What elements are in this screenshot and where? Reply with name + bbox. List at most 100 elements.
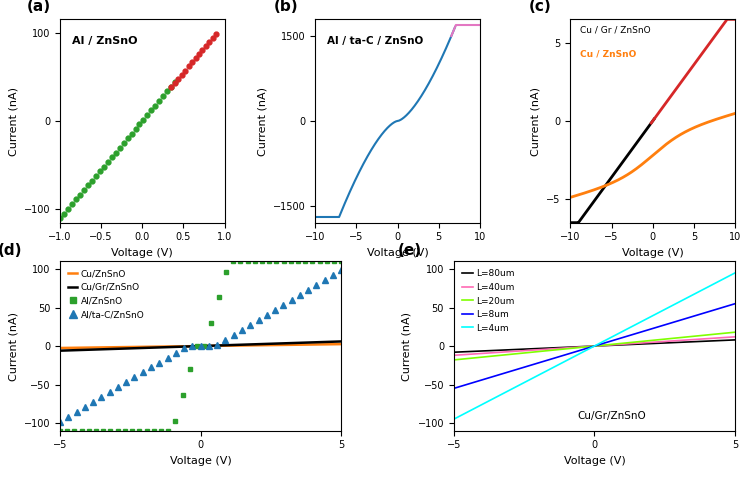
Line: L=4um: L=4um <box>454 273 735 419</box>
Cu/ZnSnO <box>337 341 346 347</box>
Al/ZnSnO <box>171 418 180 424</box>
Al/ta-C/ZnSnO <box>296 292 304 298</box>
L=40um <box>460 352 470 358</box>
X-axis label: Voltage (V): Voltage (V) <box>112 248 173 258</box>
Al/ZnSnO <box>251 258 260 264</box>
L=4um <box>449 416 458 422</box>
Al/ZnSnO <box>128 428 136 434</box>
Al/ZnSnO <box>193 343 202 349</box>
X-axis label: Voltage (V): Voltage (V) <box>563 456 626 466</box>
Al/ta-C/ZnSnO <box>171 349 180 355</box>
Y-axis label: Current (nA): Current (nA) <box>8 87 18 155</box>
Al/ZnSnO <box>106 428 115 434</box>
Y-axis label: Current (nA): Current (nA) <box>8 312 18 380</box>
Line: L=8um: L=8um <box>454 304 735 388</box>
Al/ZnSnO <box>272 258 280 264</box>
L=20um <box>502 352 511 358</box>
L=80um <box>449 349 458 355</box>
L=8um <box>502 370 511 376</box>
Legend: L=80um, L=40um, L=20um, L=8um, L=4um: L=80um, L=40um, L=20um, L=8um, L=4um <box>458 266 518 336</box>
L=80um <box>460 349 470 355</box>
Text: (b): (b) <box>274 0 298 14</box>
Al/ZnSnO <box>308 258 317 264</box>
Text: Al / ZnSnO: Al / ZnSnO <box>71 36 137 45</box>
Al/ta-C/ZnSnO <box>105 390 114 395</box>
L=8um <box>706 308 716 314</box>
Y-axis label: Current (nA): Current (nA) <box>531 87 541 155</box>
Text: (e): (e) <box>398 242 422 257</box>
Cu/Gr/ZnSnO <box>228 342 237 348</box>
Line: L=80um: L=80um <box>454 340 735 352</box>
Text: Al / ta-C / ZnSnO: Al / ta-C / ZnSnO <box>327 36 423 45</box>
Al/ta-C/ZnSnO <box>72 409 81 415</box>
Al/ta-C/ZnSnO <box>328 272 338 278</box>
Al/ta-C/ZnSnO <box>179 345 188 350</box>
Cu/ZnSnO <box>292 342 302 348</box>
L=4um <box>460 410 470 416</box>
L=20um <box>449 357 458 363</box>
Line: L=40um: L=40um <box>454 337 735 355</box>
L=20um <box>466 355 476 361</box>
Al/ta-C/ZnSnO <box>163 355 172 361</box>
Al/ZnSnO <box>157 428 166 434</box>
Al/ta-C/ZnSnO <box>304 287 313 293</box>
Al/ZnSnO <box>293 258 302 264</box>
L=8um <box>449 385 458 391</box>
Al/ta-C/ZnSnO <box>337 267 346 272</box>
Al/ZnSnO <box>322 258 332 264</box>
L=80um <box>466 348 476 354</box>
Al/ta-C/ZnSnO <box>122 379 130 385</box>
Al/ta-C/ZnSnO <box>188 343 196 349</box>
L=20um <box>524 349 533 355</box>
L=80um <box>524 346 533 352</box>
L=40um <box>524 348 533 353</box>
L=8um <box>466 380 476 386</box>
Al/ZnSnO <box>279 258 288 264</box>
Al/ZnSnO <box>236 258 244 264</box>
L=40um <box>730 334 740 340</box>
L=80um <box>706 338 716 344</box>
L=4um <box>716 277 725 283</box>
Cu/Gr/ZnSnO <box>292 340 302 346</box>
Text: (a): (a) <box>27 0 51 14</box>
Al/ZnSnO <box>56 428 64 434</box>
Al/ZnSnO <box>135 428 144 434</box>
Al/ZnSnO <box>185 366 194 372</box>
Al/ta-C/ZnSnO <box>113 384 122 390</box>
Al/ZnSnO <box>301 258 310 264</box>
Cu/ZnSnO <box>223 343 232 348</box>
Al/ta-C/ZnSnO <box>138 370 147 376</box>
Text: Cu/Gr/ZnSnO: Cu/Gr/ZnSnO <box>578 410 646 421</box>
Al/ZnSnO <box>84 428 93 434</box>
Al/ZnSnO <box>142 428 151 434</box>
L=8um <box>716 305 725 311</box>
Al/ZnSnO <box>265 258 274 264</box>
Al/ZnSnO <box>164 428 172 434</box>
Al/ZnSnO <box>207 320 216 326</box>
Al/ta-C/ZnSnO <box>80 405 89 410</box>
Line: Cu/Gr/ZnSnO: Cu/Gr/ZnSnO <box>60 341 341 351</box>
L=4um <box>466 408 476 413</box>
L=40um <box>466 351 476 357</box>
Al/ta-C/ZnSnO <box>230 332 238 337</box>
Y-axis label: Current (nA): Current (nA) <box>257 87 267 155</box>
L=20um <box>706 332 716 337</box>
Al/ZnSnO <box>200 343 208 349</box>
Legend: Cu/ZnSnO, Cu/Gr/ZnSnO, Al/ZnSnO, Al/ta-C/ZnSnO: Cu/ZnSnO, Cu/Gr/ZnSnO, Al/ZnSnO, Al/ta-C… <box>64 266 148 323</box>
Al/ta-C/ZnSnO <box>56 419 64 425</box>
Al/ZnSnO <box>77 428 86 434</box>
L=4um <box>524 378 533 383</box>
X-axis label: Voltage (V): Voltage (V) <box>367 248 428 258</box>
Al/ZnSnO <box>329 258 338 264</box>
Al/ta-C/ZnSnO <box>205 343 214 349</box>
L=80um <box>730 337 740 343</box>
Line: Al/ta-C/ZnSnO: Al/ta-C/ZnSnO <box>57 267 344 425</box>
Cu/Gr/ZnSnO <box>222 342 231 348</box>
Al/ta-C/ZnSnO <box>213 342 222 348</box>
Al/ZnSnO <box>63 428 72 434</box>
L=8um <box>524 363 533 369</box>
Text: Cu / Gr / ZnSnO: Cu / Gr / ZnSnO <box>580 26 651 34</box>
Al/ZnSnO <box>337 258 346 264</box>
Al/ZnSnO <box>229 258 238 264</box>
Al/ZnSnO <box>99 428 108 434</box>
